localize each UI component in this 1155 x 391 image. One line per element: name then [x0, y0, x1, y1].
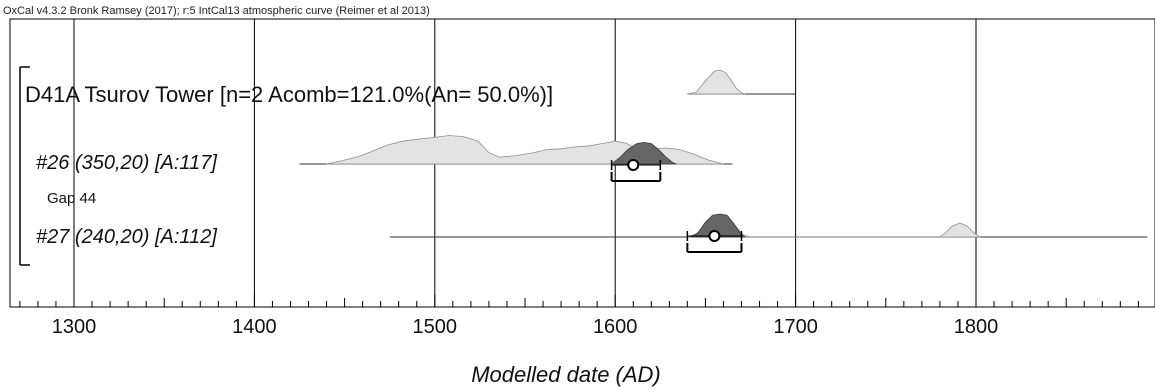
posterior-distribution-row-0: [687, 69, 746, 95]
row-label-combine: D41A Tsurov Tower [n=2 Acomb=121.0%(An= …: [25, 82, 553, 107]
plot-caption: OxCal v4.3.2 Bronk Ramsey (2017); r:5 In…: [3, 5, 430, 17]
x-tick-label-1400: 1400: [232, 316, 277, 338]
model-bracket: [19, 66, 30, 266]
x-tick-label-1500: 1500: [413, 316, 458, 338]
x-axis: 1300 1400 1500 1600 1700 1800: [19, 295, 1139, 338]
row-label-sample-26: #26 (350,20) [A:117]: [36, 152, 217, 174]
range-marker-layer: [610, 159, 743, 253]
mean-marker-row-1: [627, 159, 640, 171]
row-label-gap: Gap 44: [47, 190, 96, 207]
mean-marker-row-3: [708, 230, 721, 242]
x-tick-label-1300: 1300: [52, 316, 97, 338]
x-tick-label-1700: 1700: [773, 316, 818, 338]
x-axis-title: Modelled date (AD): [471, 362, 661, 387]
posterior-distribution-row-1: [610, 141, 677, 165]
posterior-distribution-row-3: [689, 213, 747, 238]
row-label-sample-27: #27 (240,20) [A:112]: [36, 226, 217, 248]
x-tick-label-1800: 1800: [954, 316, 999, 338]
x-tick-label-1600: 1600: [593, 316, 638, 338]
